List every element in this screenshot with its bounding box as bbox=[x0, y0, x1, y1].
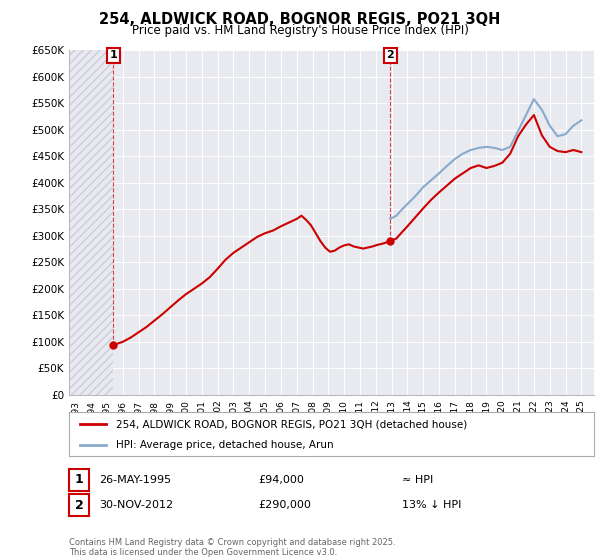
Text: 26-MAY-1995: 26-MAY-1995 bbox=[99, 475, 171, 485]
Text: 1: 1 bbox=[110, 50, 118, 60]
Text: Price paid vs. HM Land Registry's House Price Index (HPI): Price paid vs. HM Land Registry's House … bbox=[131, 24, 469, 36]
Text: 254, ALDWICK ROAD, BOGNOR REGIS, PO21 3QH: 254, ALDWICK ROAD, BOGNOR REGIS, PO21 3Q… bbox=[100, 12, 500, 27]
Text: 2: 2 bbox=[386, 50, 394, 60]
Text: Contains HM Land Registry data © Crown copyright and database right 2025.
This d: Contains HM Land Registry data © Crown c… bbox=[69, 538, 395, 557]
Bar bbox=[69, 50, 113, 395]
Text: 30-NOV-2012: 30-NOV-2012 bbox=[99, 500, 173, 510]
Text: ≈ HPI: ≈ HPI bbox=[402, 475, 433, 485]
Text: £290,000: £290,000 bbox=[258, 500, 311, 510]
Text: £94,000: £94,000 bbox=[258, 475, 304, 485]
Text: 13% ↓ HPI: 13% ↓ HPI bbox=[402, 500, 461, 510]
Text: HPI: Average price, detached house, Arun: HPI: Average price, detached house, Arun bbox=[116, 440, 334, 450]
Text: 1: 1 bbox=[74, 473, 83, 487]
Text: 2: 2 bbox=[74, 498, 83, 512]
Text: 254, ALDWICK ROAD, BOGNOR REGIS, PO21 3QH (detached house): 254, ALDWICK ROAD, BOGNOR REGIS, PO21 3Q… bbox=[116, 419, 467, 429]
